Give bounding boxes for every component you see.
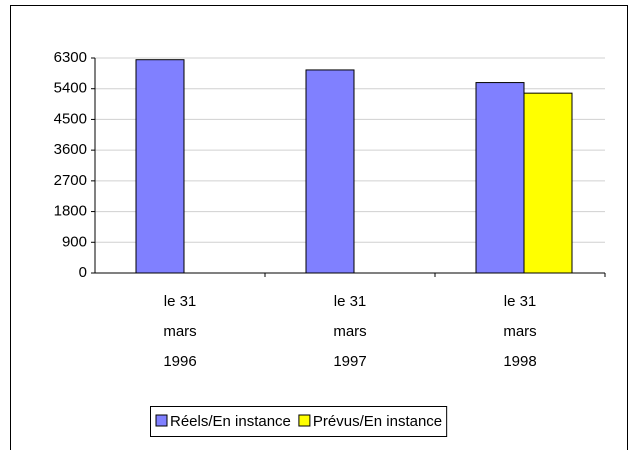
bar xyxy=(475,82,525,274)
x-tick-label: le 31 mars 1997 xyxy=(333,293,367,370)
legend-label: Réels/En instance xyxy=(170,413,291,430)
x-tick-label: le 31 mars 1996 xyxy=(163,293,197,370)
y-tick-label: 3600 xyxy=(54,141,87,158)
y-tick-label: 4500 xyxy=(54,110,87,127)
x-tick-label: le 31 mars 1998 xyxy=(503,293,537,370)
y-tick-label: 5400 xyxy=(54,80,87,97)
bar xyxy=(305,69,355,274)
legend-swatch xyxy=(155,414,168,427)
y-tick-label: 1800 xyxy=(54,203,87,220)
y-tick-label: 900 xyxy=(62,233,87,250)
y-tick-label: 2700 xyxy=(54,172,87,189)
legend-swatch xyxy=(298,414,311,427)
y-tick-label: 0 xyxy=(79,264,87,281)
bar xyxy=(135,59,185,274)
bar xyxy=(523,92,573,274)
y-tick-label: 6300 xyxy=(54,49,87,66)
legend-label: Prévus/En instance xyxy=(313,413,442,430)
